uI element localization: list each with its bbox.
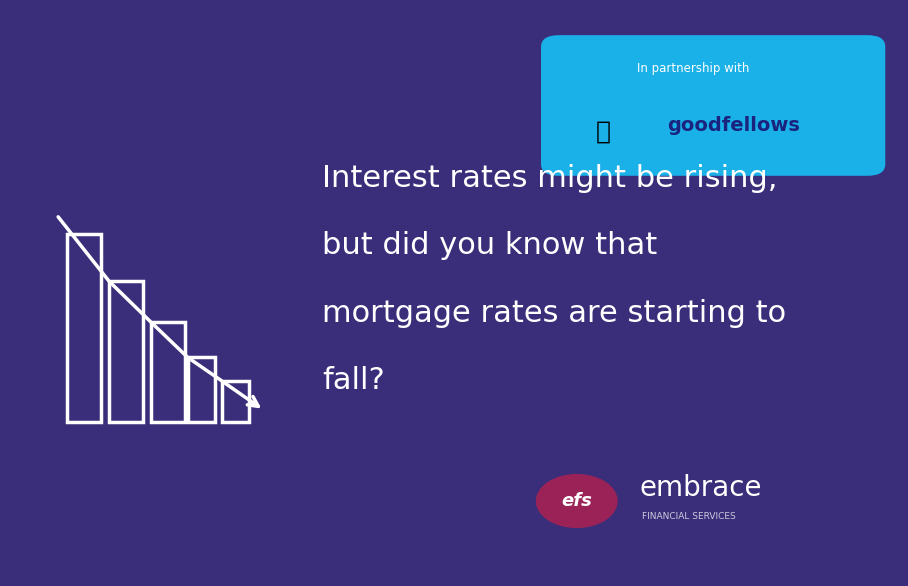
Text: FINANCIAL SERVICES: FINANCIAL SERVICES — [642, 512, 735, 522]
FancyBboxPatch shape — [541, 35, 885, 176]
Text: mortgage rates are starting to: mortgage rates are starting to — [322, 299, 786, 328]
Circle shape — [537, 475, 617, 527]
Text: embrace: embrace — [639, 473, 762, 502]
Text: fall?: fall? — [322, 366, 385, 395]
Text: goodfellows: goodfellows — [666, 117, 800, 135]
Text: but did you know that: but did you know that — [322, 231, 657, 260]
Text: In partnership with: In partnership with — [637, 62, 749, 74]
Text: Interest rates might be rising,: Interest rates might be rising, — [322, 164, 777, 193]
Text: 🌳: 🌳 — [597, 120, 611, 144]
Text: efs: efs — [561, 492, 592, 510]
